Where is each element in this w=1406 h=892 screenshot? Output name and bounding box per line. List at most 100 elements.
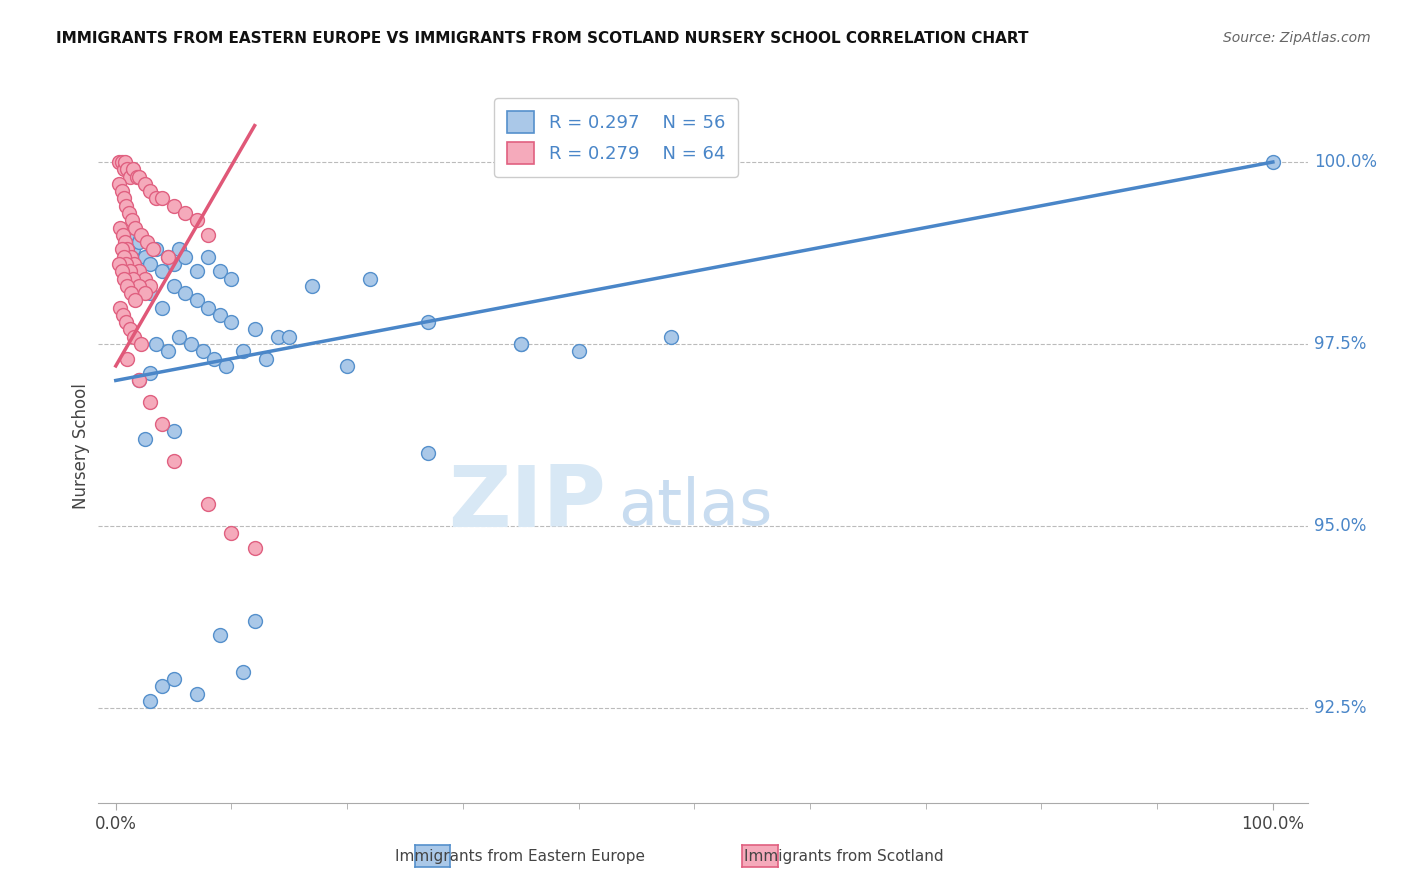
- Point: [139, 257, 162, 271]
- Point: [221, 526, 243, 541]
- Point: [129, 337, 152, 351]
- Point: [136, 235, 159, 249]
- Point: [122, 271, 145, 285]
- Point: [1261, 155, 1284, 169]
- Point: [134, 177, 156, 191]
- Point: [108, 177, 131, 191]
- Point: [208, 264, 231, 278]
- Point: [145, 191, 167, 205]
- Point: [117, 206, 139, 220]
- Point: [128, 374, 150, 388]
- Point: [221, 315, 243, 329]
- Point: [122, 162, 145, 177]
- Point: [162, 453, 184, 467]
- Point: [114, 155, 136, 169]
- Point: [120, 250, 142, 264]
- Point: [186, 213, 208, 227]
- Point: [150, 191, 173, 205]
- Point: [174, 206, 197, 220]
- Point: [111, 227, 134, 242]
- Point: [134, 286, 156, 301]
- Point: [134, 432, 156, 446]
- Point: [128, 278, 150, 293]
- Point: [659, 330, 682, 344]
- Point: [215, 359, 238, 373]
- Point: [509, 337, 531, 351]
- Point: [118, 169, 141, 184]
- Point: [139, 286, 162, 301]
- Point: [110, 155, 132, 169]
- Point: [180, 337, 202, 351]
- Point: [124, 330, 146, 344]
- Point: [208, 628, 231, 642]
- Point: [124, 293, 146, 308]
- Point: [110, 184, 132, 198]
- Point: [232, 344, 254, 359]
- Point: [150, 301, 173, 315]
- Point: [139, 184, 162, 198]
- Text: 100.0%: 100.0%: [1313, 153, 1376, 171]
- Point: [278, 330, 301, 344]
- Point: [186, 293, 208, 308]
- Point: [112, 271, 135, 285]
- Point: [418, 446, 440, 460]
- Point: [115, 199, 138, 213]
- Point: [162, 257, 184, 271]
- Point: [202, 351, 225, 366]
- Point: [174, 250, 197, 264]
- Point: [121, 213, 143, 227]
- Point: [156, 250, 179, 264]
- Point: [122, 243, 145, 257]
- Point: [208, 308, 231, 322]
- Point: [162, 672, 184, 686]
- Point: [145, 337, 167, 351]
- Point: [115, 257, 138, 271]
- Point: [110, 264, 132, 278]
- Point: [221, 271, 243, 285]
- Point: [169, 330, 191, 344]
- Text: 92.5%: 92.5%: [1313, 699, 1367, 717]
- Point: [197, 227, 219, 242]
- Point: [129, 227, 152, 242]
- Point: [114, 235, 136, 249]
- Point: [118, 264, 141, 278]
- Legend: R = 0.297    N = 56, R = 0.279    N = 64: R = 0.297 N = 56, R = 0.279 N = 64: [495, 98, 738, 177]
- Point: [134, 271, 156, 285]
- Point: [243, 322, 266, 336]
- Point: [128, 169, 150, 184]
- Point: [139, 278, 162, 293]
- Point: [232, 665, 254, 679]
- Point: [108, 155, 131, 169]
- Point: [197, 250, 219, 264]
- Point: [124, 257, 146, 271]
- Point: [117, 243, 139, 257]
- Point: [110, 220, 132, 235]
- Point: [186, 687, 208, 701]
- Point: [162, 278, 184, 293]
- Point: [117, 227, 139, 242]
- Point: [124, 220, 146, 235]
- Point: [150, 264, 173, 278]
- Point: [156, 344, 179, 359]
- Point: [156, 250, 179, 264]
- Point: [128, 264, 150, 278]
- Point: [191, 344, 214, 359]
- Text: Source: ZipAtlas.com: Source: ZipAtlas.com: [1223, 31, 1371, 45]
- Point: [301, 278, 323, 293]
- Point: [117, 162, 139, 177]
- Point: [509, 337, 531, 351]
- Text: Immigrants from Eastern Europe: Immigrants from Eastern Europe: [395, 849, 645, 863]
- Point: [243, 541, 266, 555]
- Point: [117, 278, 139, 293]
- Point: [162, 425, 184, 439]
- Point: [254, 351, 277, 366]
- Point: [139, 694, 162, 708]
- Y-axis label: Nursery School: Nursery School: [72, 383, 90, 509]
- Point: [110, 301, 132, 315]
- Text: 95.0%: 95.0%: [1313, 517, 1367, 535]
- Point: [197, 497, 219, 511]
- Text: ZIP: ZIP: [449, 461, 606, 545]
- Point: [128, 374, 150, 388]
- Point: [112, 191, 135, 205]
- Text: atlas: atlas: [619, 475, 773, 538]
